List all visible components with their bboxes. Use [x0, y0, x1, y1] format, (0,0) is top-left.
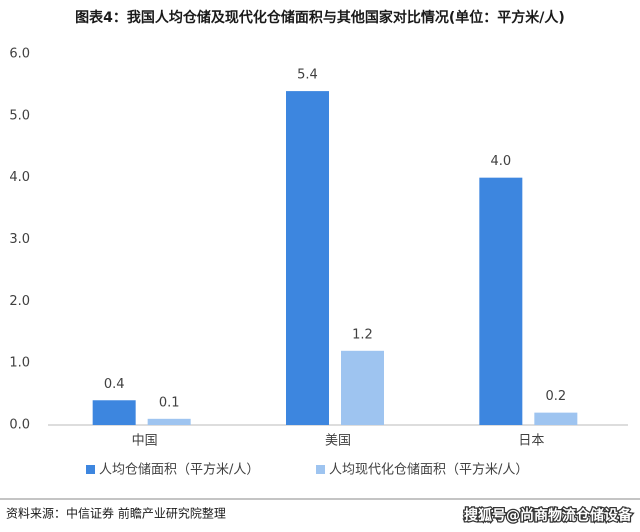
y-tick-label: 2.0	[9, 294, 30, 309]
bar	[147, 418, 191, 425]
y-tick-label: 1.0	[9, 356, 30, 371]
y-tick-label: 6.0	[9, 47, 30, 62]
bar	[286, 91, 329, 425]
bar	[479, 177, 523, 425]
bar	[92, 400, 136, 425]
value-label: 5.4	[297, 68, 318, 83]
y-tick-label: 0.0	[9, 418, 30, 433]
bar	[534, 412, 578, 425]
value-label: 4.0	[490, 154, 511, 169]
value-label: 1.2	[352, 327, 373, 342]
bar	[341, 350, 384, 425]
x-tick-label: 日本	[518, 434, 544, 449]
legend-label: 人均现代化仓储面积（平方米/人）	[329, 462, 528, 478]
y-tick-label: 4.0	[9, 170, 30, 185]
watermark: 搜狐号@尚商物流仓储设备	[464, 507, 633, 524]
value-label: 0.2	[545, 389, 566, 404]
legend-swatch	[316, 465, 325, 474]
legend-swatch	[86, 465, 95, 474]
legend-label: 人均仓储面积（平方米/人）	[99, 462, 259, 478]
y-tick-label: 5.0	[9, 108, 30, 123]
source: 资料来源：中信证券 前瞻产业研究院整理	[6, 506, 226, 521]
x-tick-label: 中国	[132, 434, 158, 449]
x-tick-label: 美国	[325, 434, 351, 449]
value-label: 0.4	[104, 377, 125, 392]
y-tick-label: 3.0	[9, 232, 30, 247]
chart-title: 图表4：我国人均仓储及现代化仓储面积与其他国家对比情况(单位：平方米/人)	[75, 9, 565, 26]
value-label: 0.1	[159, 395, 180, 410]
